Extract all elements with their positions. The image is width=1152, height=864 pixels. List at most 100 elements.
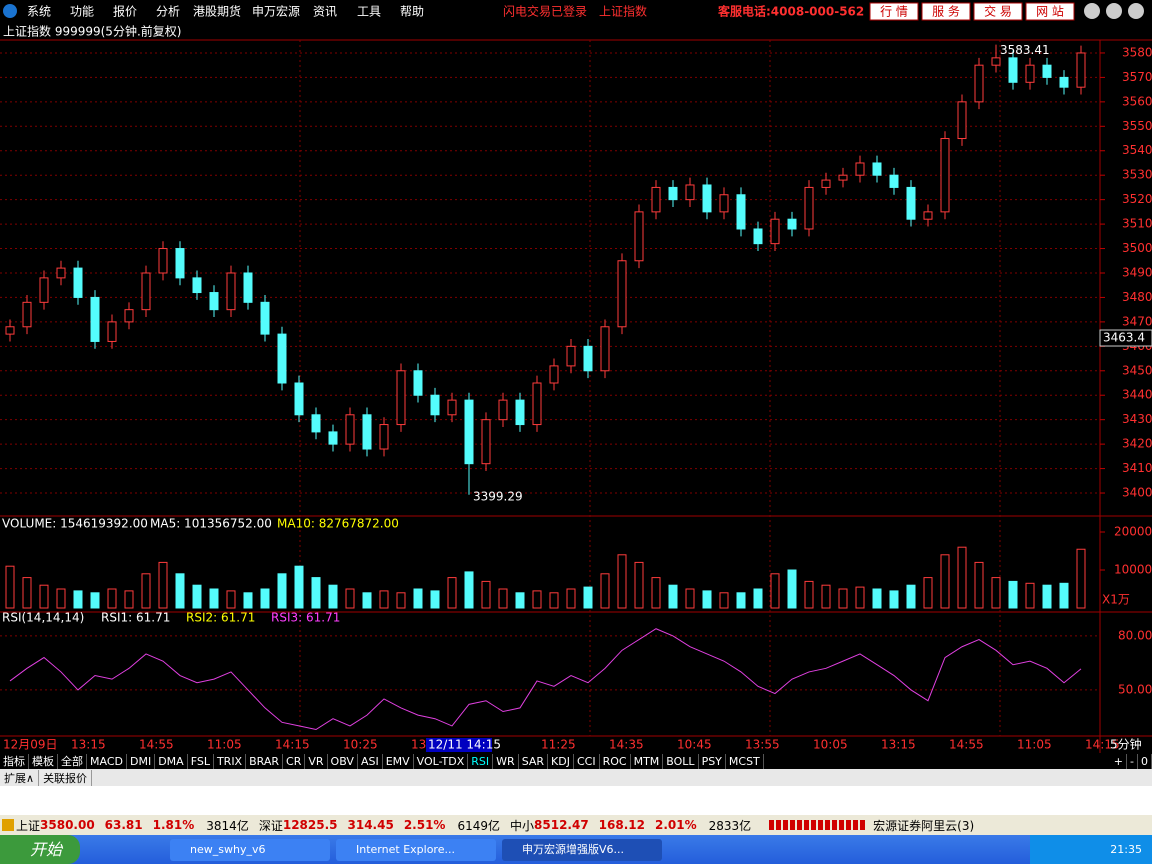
menu-item[interactable]: 功能	[70, 5, 94, 19]
indicator-tab[interactable]: MCST	[726, 753, 764, 769]
indicator-tab[interactable]: MTM	[631, 753, 664, 769]
volume-bar	[991, 577, 1001, 609]
candle-body	[498, 399, 508, 421]
volume-bar	[498, 588, 508, 609]
x-tick-label: 11:05	[207, 738, 242, 752]
candle-body	[447, 399, 457, 416]
candle-body	[515, 399, 525, 426]
window-controls[interactable]	[1084, 3, 1144, 19]
indicator-tab[interactable]: KDJ	[548, 753, 574, 769]
volume-bar	[753, 588, 763, 609]
volume-bar	[804, 580, 814, 609]
y-tick-label: 20000	[1114, 524, 1152, 538]
volume-bar	[974, 561, 984, 609]
menu-bar	[0, 0, 1152, 22]
menu-item[interactable]: 工具	[357, 5, 381, 19]
indicator-tab[interactable]: MACD	[87, 753, 127, 769]
indicator-tab[interactable]: BRAR	[246, 753, 284, 769]
indicator-tab[interactable]: ASI	[358, 753, 383, 769]
unit-label: X1万	[1102, 593, 1130, 607]
candle-body	[175, 248, 185, 279]
candle-body	[957, 101, 967, 140]
top-button[interactable]	[869, 2, 919, 21]
indicator-tab[interactable]: ROC	[600, 753, 631, 769]
y-tick-label: 3440	[1122, 388, 1152, 402]
candle-body	[821, 179, 831, 188]
volume-bar	[379, 590, 389, 609]
indicator-tab[interactable]: 全部	[58, 753, 87, 769]
candle-body	[22, 301, 32, 328]
indicator-tab[interactable]: PSY	[699, 753, 726, 769]
indicator-tab[interactable]: CR	[283, 753, 306, 769]
y-tick-label: 3430	[1122, 412, 1152, 426]
top-button[interactable]	[1025, 2, 1075, 21]
volume-bar	[311, 577, 321, 609]
indicator-tab[interactable]: VR	[305, 753, 328, 769]
volume-bar	[906, 584, 916, 609]
menu-item[interactable]: 资讯	[313, 5, 337, 19]
menu-item[interactable]: 申万宏源	[252, 4, 300, 19]
legend-entry: RSI(14,14,14)	[2, 611, 84, 625]
y-tick-label: 3410	[1122, 461, 1152, 475]
indicator-tab[interactable]: 模板	[29, 753, 58, 769]
y-tick-label: 3560	[1122, 94, 1152, 108]
tab-control[interactable]: -	[1127, 753, 1138, 769]
task-item[interactable]: new_swhy_v6	[170, 838, 331, 861]
indicator-tab[interactable]: SAR	[519, 753, 549, 769]
indicator-tab[interactable]: 指标	[0, 753, 29, 769]
x-tick-label: 12月09日	[3, 738, 58, 752]
indicator-tab[interactable]: DMI	[127, 753, 156, 769]
candle-body	[532, 382, 542, 426]
tab-control[interactable]: +	[1111, 753, 1128, 769]
task-item[interactable]: Internet Explore...	[336, 838, 497, 861]
volume-bar	[73, 590, 83, 609]
candle-body	[1076, 52, 1086, 88]
volume-bar	[1008, 580, 1018, 609]
candle-body	[226, 272, 236, 311]
indicator-tab[interactable]: OBV	[328, 753, 358, 769]
indicator-tab[interactable]: FSL	[188, 753, 214, 769]
sub-tab[interactable]: 关联报价	[39, 769, 93, 786]
candle-body	[872, 162, 882, 176]
candle-body	[838, 174, 848, 181]
sub-tab[interactable]: 扩展∧	[0, 769, 40, 786]
y-tick-label: 3510	[1122, 217, 1152, 231]
volume-bar	[549, 592, 559, 609]
candle-body	[974, 64, 984, 103]
start-button[interactable]: 开始	[0, 835, 81, 864]
indicator-tab[interactable]: EMV	[383, 753, 414, 769]
candle-body	[328, 431, 338, 445]
menu-item[interactable]: 分析	[156, 5, 180, 19]
menu-item[interactable]: 系统	[27, 5, 51, 19]
y-tick-label: 3580	[1122, 45, 1152, 59]
indicator-tab[interactable]: RSI	[468, 753, 494, 769]
menu-item[interactable]: 帮助	[400, 5, 424, 19]
candle-body	[158, 248, 168, 274]
task-item[interactable]: 申万宏源增强版V6...	[502, 838, 663, 861]
indicator-tab[interactable]: WR	[493, 753, 519, 769]
volume-bar	[532, 590, 542, 609]
tab-control[interactable]: 0	[1138, 753, 1152, 769]
menu-item[interactable]: 港股期货	[193, 4, 241, 19]
indicator-tab[interactable]: BOLL	[663, 753, 699, 769]
x-tick-label: 14:55	[949, 738, 984, 752]
menu-item[interactable]: 报价	[113, 4, 137, 19]
candle-body	[651, 186, 661, 213]
cursor-label: 12/11 14:15	[428, 738, 501, 752]
volume-bar	[345, 588, 355, 609]
indicator-tab[interactable]: DMA	[155, 753, 188, 769]
indicator-tab[interactable]: VOL-TDX	[414, 753, 469, 769]
candle-body	[90, 296, 100, 342]
indicator-tab[interactable]: TRIX	[214, 753, 247, 769]
indicator-tab[interactable]: CCI	[574, 753, 600, 769]
status-icon	[2, 819, 14, 831]
candle-body	[1059, 76, 1069, 88]
candle-body	[379, 424, 389, 450]
x-tick-label: 10:25	[343, 738, 378, 752]
top-button[interactable]	[921, 2, 971, 21]
y-tick-label: 3420	[1122, 437, 1152, 451]
candle-body	[362, 414, 372, 450]
notice: 闪电交易已登录	[503, 4, 587, 19]
candle-body	[549, 365, 559, 384]
top-button[interactable]	[973, 2, 1023, 21]
